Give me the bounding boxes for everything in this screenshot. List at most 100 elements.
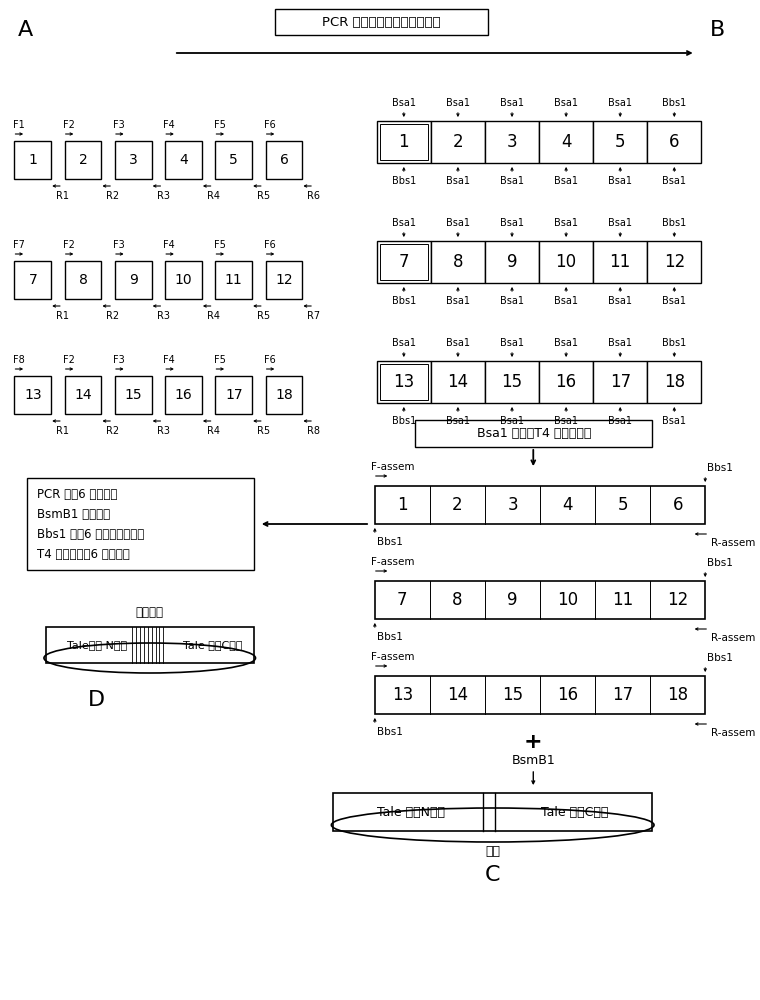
Text: Bsa1: Bsa1: [500, 296, 524, 306]
Text: 16: 16: [556, 373, 577, 391]
Text: 4: 4: [562, 496, 573, 514]
Bar: [27, 478, 254, 570]
Text: Bbs1: Bbs1: [707, 463, 733, 473]
Text: R4: R4: [207, 311, 220, 321]
Text: Bsa1: Bsa1: [500, 218, 524, 228]
Text: 2: 2: [453, 133, 464, 151]
Text: 多肽序列: 多肽序列: [136, 606, 163, 619]
Text: 4: 4: [561, 133, 572, 151]
Text: Bsa1: Bsa1: [554, 416, 578, 426]
Text: 11: 11: [225, 273, 242, 287]
Text: 16: 16: [557, 686, 578, 704]
Text: 12: 12: [667, 591, 689, 609]
Text: F5: F5: [214, 120, 226, 130]
Text: 15: 15: [502, 373, 523, 391]
Text: 3: 3: [507, 496, 518, 514]
Text: Bsa1: Bsa1: [392, 98, 416, 108]
Text: F-assem: F-assem: [371, 557, 414, 567]
Text: F7: F7: [13, 240, 24, 250]
Text: F1: F1: [13, 120, 24, 130]
Text: Bsa1: Bsa1: [500, 338, 524, 348]
Bar: [593, 121, 648, 163]
Bar: [377, 361, 431, 403]
Bar: [115, 261, 152, 299]
Text: A: A: [17, 20, 33, 40]
Bar: [431, 241, 485, 283]
Text: Bsa1: Bsa1: [608, 176, 632, 186]
Text: R5: R5: [257, 311, 271, 321]
Text: F6: F6: [264, 120, 275, 130]
Bar: [380, 244, 428, 280]
Text: Bsa1: Bsa1: [446, 176, 470, 186]
Text: Tale 框架C末端: Tale 框架C末端: [183, 640, 242, 650]
Bar: [416, 420, 652, 447]
Bar: [165, 141, 202, 179]
Text: C: C: [485, 865, 500, 885]
Bar: [165, 376, 202, 414]
Text: R1: R1: [56, 191, 69, 201]
Text: 质粒: 质粒: [485, 845, 500, 858]
Text: 9: 9: [507, 591, 518, 609]
Text: Bsa1: Bsa1: [446, 296, 470, 306]
Bar: [431, 361, 485, 403]
Text: 18: 18: [275, 388, 293, 402]
Text: F8: F8: [13, 355, 24, 365]
Bar: [65, 376, 101, 414]
Text: 11: 11: [612, 591, 633, 609]
Text: 2: 2: [79, 153, 87, 167]
Text: F2: F2: [63, 355, 74, 365]
Text: 11: 11: [610, 253, 631, 271]
Text: F4: F4: [163, 120, 175, 130]
Text: Bsa1: Bsa1: [608, 98, 632, 108]
Text: 16: 16: [175, 388, 192, 402]
Text: R7: R7: [307, 311, 321, 321]
Bar: [485, 241, 539, 283]
Text: F5: F5: [214, 355, 226, 365]
Bar: [431, 121, 485, 163]
Text: 17: 17: [225, 388, 242, 402]
Text: 3: 3: [129, 153, 138, 167]
Bar: [648, 361, 701, 403]
Text: R3: R3: [157, 311, 169, 321]
Text: Bsa1: Bsa1: [554, 176, 578, 186]
Text: Bsa1: Bsa1: [500, 416, 524, 426]
Bar: [377, 241, 431, 283]
Bar: [115, 141, 152, 179]
Text: 1: 1: [398, 133, 409, 151]
Bar: [648, 241, 701, 283]
Bar: [539, 241, 593, 283]
Text: BsmB1: BsmB1: [511, 754, 555, 766]
Text: F3: F3: [113, 240, 125, 250]
Text: Bbs1: Bbs1: [707, 653, 733, 663]
Text: F5: F5: [214, 240, 226, 250]
Bar: [275, 9, 488, 35]
Bar: [215, 141, 252, 179]
Bar: [334, 793, 652, 831]
Text: PCR 扩夆6 模块片段: PCR 扩夆6 模块片段: [36, 488, 117, 500]
Text: 17: 17: [612, 686, 633, 704]
Text: 17: 17: [610, 373, 631, 391]
Text: 15: 15: [502, 686, 523, 704]
Text: Bsa1: Bsa1: [608, 296, 632, 306]
Text: Bsa1: Bsa1: [392, 338, 416, 348]
Bar: [46, 627, 254, 663]
Text: 2: 2: [452, 496, 463, 514]
Text: 13: 13: [24, 388, 42, 402]
Text: Bbs1: Bbs1: [391, 176, 416, 186]
Text: R5: R5: [257, 426, 271, 436]
Text: F6: F6: [264, 355, 275, 365]
Bar: [539, 361, 593, 403]
Text: R4: R4: [207, 426, 220, 436]
Bar: [65, 261, 101, 299]
Text: 6: 6: [669, 133, 679, 151]
Text: R2: R2: [106, 426, 119, 436]
Text: Bsa1: Bsa1: [500, 98, 524, 108]
Text: 3: 3: [507, 133, 518, 151]
Text: R1: R1: [56, 311, 69, 321]
Bar: [648, 121, 701, 163]
Text: Bsa1: Bsa1: [662, 176, 686, 186]
Text: Bbs1: Bbs1: [377, 727, 403, 737]
Text: D: D: [88, 690, 105, 710]
Text: PCR 添加酶切位点与连接接头: PCR 添加酶切位点与连接接头: [322, 15, 441, 28]
Text: F4: F4: [163, 355, 175, 365]
